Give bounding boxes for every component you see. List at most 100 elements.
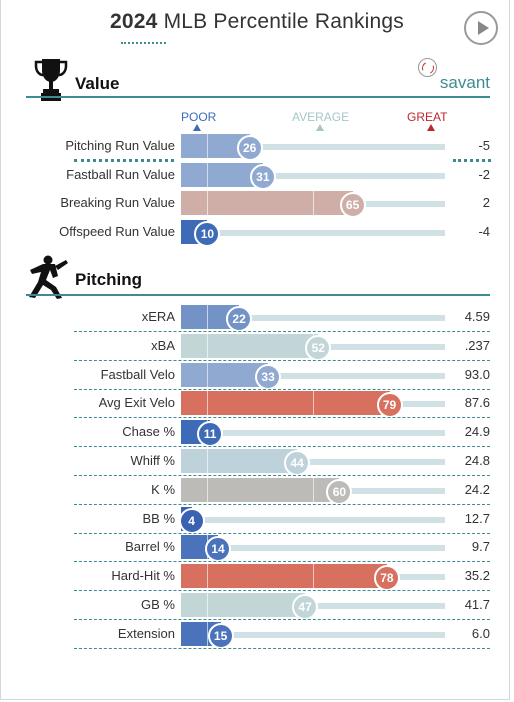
metric-row[interactable]: Breaking Run Value 65 2 xyxy=(0,190,514,219)
metric-label: xBA xyxy=(151,337,175,353)
pitching-section-header: Pitching xyxy=(26,254,490,299)
savant-brand[interactable]: savant xyxy=(439,73,490,92)
value-section-header: Value savant xyxy=(26,56,490,101)
metric-row[interactable]: Barrel % 14 9.7 xyxy=(0,534,514,563)
metric-value: 6.0 xyxy=(471,625,490,641)
row-separator xyxy=(74,503,490,505)
metric-value: 2 xyxy=(482,195,490,211)
metric-row[interactable]: Fastball Velo 33 93.0 xyxy=(0,362,514,390)
percentile-track xyxy=(181,315,445,321)
metric-row[interactable]: Offspeed Run Value 10 -4 xyxy=(0,219,514,247)
savant-logo-icon xyxy=(418,58,437,77)
percentile-circle: 52 xyxy=(305,334,332,361)
metric-value: 41.7 xyxy=(464,597,490,612)
row-separator xyxy=(74,475,490,476)
value-dotted-separator-right xyxy=(453,159,491,162)
metric-row[interactable]: Hard-Hit % 78 35.2 xyxy=(0,563,514,592)
metric-value: 4.59 xyxy=(464,309,490,324)
value-dotted-separator-left xyxy=(74,159,174,162)
percentile-circle: 15 xyxy=(207,622,234,649)
bar-tick xyxy=(313,477,314,502)
metric-label: Extension xyxy=(117,625,175,641)
percentile-circle: 4 xyxy=(178,507,205,534)
metric-row[interactable]: Avg Exit Velo 79 87.6 xyxy=(0,390,514,419)
metric-value: 12.7 xyxy=(464,510,490,526)
metric-row[interactable]: BB % 4 12.7 xyxy=(0,506,514,534)
metric-row[interactable]: K % 60 24.2 xyxy=(0,477,514,505)
row-separator xyxy=(74,532,490,534)
percentile-circle: 65 xyxy=(339,192,366,219)
metric-row[interactable]: xBA 52 .237 xyxy=(0,333,514,361)
row-separator xyxy=(74,647,490,649)
percentile-bar xyxy=(181,564,387,589)
bar-tick xyxy=(207,305,209,329)
percentile-track xyxy=(181,372,445,379)
percentile-track xyxy=(181,545,445,552)
percentile-circle: 60 xyxy=(326,478,353,505)
bar-tick xyxy=(207,162,209,187)
metric-label: Pitching Run Value xyxy=(65,138,175,153)
row-separator xyxy=(74,417,490,419)
percentile-circle: 79 xyxy=(376,392,403,419)
percentile-circle: 47 xyxy=(292,594,319,620)
bar-tick xyxy=(207,477,209,502)
percentile-circle: 10 xyxy=(194,221,221,247)
metric-value: 24.8 xyxy=(464,453,490,468)
metric-row[interactable]: Extension 15 6.0 xyxy=(0,621,514,649)
bar-tick xyxy=(313,564,314,589)
pitcher-icon xyxy=(29,255,68,299)
percentile-circle: 26 xyxy=(236,135,263,161)
metric-label: BB % xyxy=(142,510,175,526)
metric-label: Fastball Run Value xyxy=(66,166,175,182)
bar-tick xyxy=(207,449,209,473)
metric-label: K % xyxy=(151,481,175,497)
percentile-bar xyxy=(181,362,269,387)
bar-tick xyxy=(207,564,209,589)
metric-row[interactable]: GB % 47 41.7 xyxy=(0,592,514,620)
metric-row[interactable]: Fastball Run Value 31 -2 xyxy=(0,162,514,190)
metric-row[interactable]: xERA 22 4.59 xyxy=(0,304,514,332)
play-icon xyxy=(478,21,489,35)
play-button[interactable] xyxy=(464,11,498,45)
metric-label: xERA xyxy=(141,309,175,324)
percentile-circle: 11 xyxy=(197,421,224,448)
row-separator xyxy=(74,446,490,448)
percentile-bar xyxy=(181,477,340,502)
percentile-bar xyxy=(181,162,263,187)
percentile-track xyxy=(181,459,445,465)
scale-poor-arrow xyxy=(193,124,201,131)
bar-tick xyxy=(207,391,209,416)
row-separator xyxy=(74,388,490,390)
title-year: 2024 xyxy=(110,10,158,33)
percentile-circle: 31 xyxy=(249,163,276,190)
metric-value: -5 xyxy=(478,138,490,153)
percentile-bar xyxy=(181,593,306,617)
metric-value: 24.9 xyxy=(464,424,490,440)
scale-poor-label: POOR xyxy=(181,110,217,124)
percentile-track xyxy=(181,430,445,437)
metric-label: Fastball Velo xyxy=(100,366,175,382)
metric-value: -2 xyxy=(478,166,490,182)
metric-row[interactable]: Chase % 11 24.9 xyxy=(0,419,514,448)
metric-row[interactable]: Whiff % 44 24.8 xyxy=(0,448,514,476)
bar-tick xyxy=(313,391,314,416)
bar-tick xyxy=(207,191,209,216)
pitching-section-rule xyxy=(26,294,490,296)
metric-label: Barrel % xyxy=(125,539,175,555)
metric-label: Hard-Hit % xyxy=(111,568,175,584)
value-section-rule xyxy=(26,96,490,98)
metric-value: 87.6 xyxy=(464,395,490,411)
metric-value: -4 xyxy=(478,224,490,239)
percentile-track xyxy=(181,631,445,638)
scale-great-label: GREAT xyxy=(407,110,448,124)
metric-row[interactable]: Pitching Run Value 26 -5 xyxy=(0,133,514,161)
percentile-circle: 44 xyxy=(284,450,311,476)
percentile-bar xyxy=(181,449,298,473)
page-title: 2024 MLB Percentile Rankings xyxy=(0,10,514,34)
metric-value: 9.7 xyxy=(471,539,490,555)
pitching-section-label: Pitching xyxy=(75,270,143,289)
percentile-track xyxy=(181,516,445,523)
metric-label: Whiff % xyxy=(130,453,175,468)
metric-label: GB % xyxy=(141,597,175,612)
